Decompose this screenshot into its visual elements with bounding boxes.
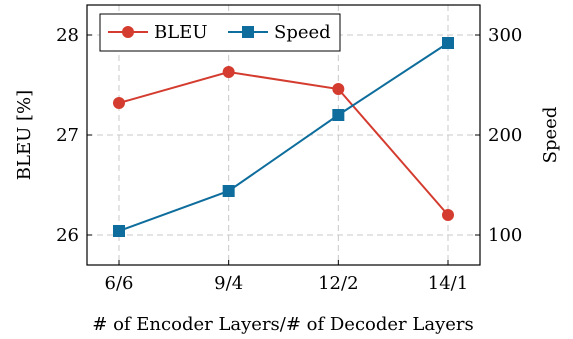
data-point-bleu — [332, 83, 345, 95]
left-axis-label: BLEU [%] — [14, 90, 35, 180]
data-point-speed — [113, 225, 125, 237]
series-line-speed — [118, 42, 449, 232]
data-point-bleu — [222, 66, 235, 78]
left-y-tick-label: 26 — [56, 225, 79, 246]
x-tick-label: 12/2 — [318, 273, 358, 294]
legend-speed-marker — [242, 26, 254, 38]
legend: BLEU Speed — [99, 13, 341, 52]
data-point-speed — [332, 109, 345, 121]
legend-item-bleu: BLEU — [108, 22, 208, 43]
data-point-bleu — [442, 209, 454, 221]
data-point-bleu — [113, 97, 125, 109]
right-y-tick-label: 200 — [488, 125, 522, 146]
x-tick-label: 6/6 — [105, 273, 134, 294]
x-tick-label: 14/1 — [428, 273, 468, 294]
data-point-speed — [442, 37, 454, 49]
x-axis-label: # of Encoder Layers/# of Decoder Layers — [92, 314, 473, 335]
left-y-tick-label: 27 — [56, 125, 79, 146]
legend-bleu-marker — [122, 26, 134, 38]
series-layer — [113, 37, 454, 237]
legend-bleu-label: BLEU — [154, 22, 208, 43]
legend-speed-label: Speed — [274, 22, 331, 43]
x-tick-label: 9/4 — [214, 273, 243, 294]
right-axis-label: Speed — [540, 107, 561, 164]
ticks: 6/6 9/4 12/2 14/1 26 27 28 100 200 300 — [56, 25, 522, 294]
data-point-speed — [222, 185, 235, 197]
right-y-tick-label: 100 — [488, 225, 522, 246]
left-y-tick-label: 28 — [56, 25, 79, 46]
legend-item-speed: Speed — [228, 22, 331, 43]
series-line-bleu — [118, 70, 449, 216]
right-y-tick-label: 300 — [488, 25, 522, 46]
